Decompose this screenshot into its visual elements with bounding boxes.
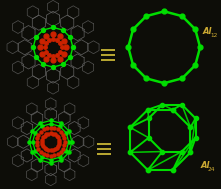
Point: [33, 131, 37, 134]
Point: [146, 169, 150, 172]
Point: [194, 64, 197, 67]
Point: [61, 63, 65, 66]
Point: [171, 169, 175, 172]
Point: [31, 140, 34, 143]
Point: [49, 158, 52, 161]
Point: [40, 125, 44, 128]
Point: [51, 66, 55, 69]
Point: [49, 119, 52, 122]
Point: [128, 151, 132, 154]
Point: [67, 140, 70, 143]
Point: [131, 28, 135, 31]
Point: [49, 161, 52, 164]
Point: [180, 77, 184, 80]
Point: [67, 130, 71, 133]
Text: Al: Al: [200, 161, 210, 170]
Point: [70, 140, 74, 143]
Point: [34, 36, 38, 39]
Point: [189, 126, 192, 129]
Point: [58, 125, 61, 128]
Point: [194, 28, 197, 31]
Point: [58, 156, 61, 159]
Point: [180, 15, 184, 18]
Point: [38, 159, 42, 162]
Point: [180, 103, 184, 106]
Point: [30, 151, 34, 154]
Text: 12: 12: [210, 33, 218, 38]
Point: [194, 117, 197, 120]
Point: [147, 136, 151, 139]
Point: [59, 122, 63, 125]
Point: [67, 151, 71, 154]
Text: Al: Al: [203, 27, 212, 36]
Point: [146, 108, 150, 111]
Point: [161, 150, 164, 153]
Point: [126, 46, 130, 49]
Point: [145, 77, 148, 80]
Point: [161, 103, 164, 106]
Text: 24: 24: [208, 167, 215, 172]
Point: [189, 151, 192, 154]
Point: [31, 46, 35, 49]
Point: [41, 63, 45, 66]
Point: [40, 156, 44, 159]
Point: [28, 140, 31, 143]
Point: [128, 126, 132, 129]
Point: [65, 149, 68, 152]
Point: [180, 150, 184, 153]
Point: [38, 122, 42, 125]
Point: [33, 149, 37, 152]
Point: [59, 159, 63, 162]
Point: [49, 122, 52, 125]
Point: [162, 10, 166, 13]
Point: [30, 130, 34, 133]
Point: [194, 136, 197, 139]
Point: [51, 26, 55, 29]
Point: [65, 131, 68, 134]
Point: [69, 56, 72, 59]
Point: [41, 29, 45, 32]
Point: [147, 117, 151, 120]
Point: [69, 36, 72, 39]
Point: [145, 15, 148, 18]
Point: [198, 46, 202, 49]
Point: [61, 29, 65, 32]
Point: [71, 46, 75, 49]
Point: [34, 56, 38, 59]
Point: [162, 82, 166, 85]
Point: [171, 108, 175, 111]
Point: [131, 64, 135, 67]
